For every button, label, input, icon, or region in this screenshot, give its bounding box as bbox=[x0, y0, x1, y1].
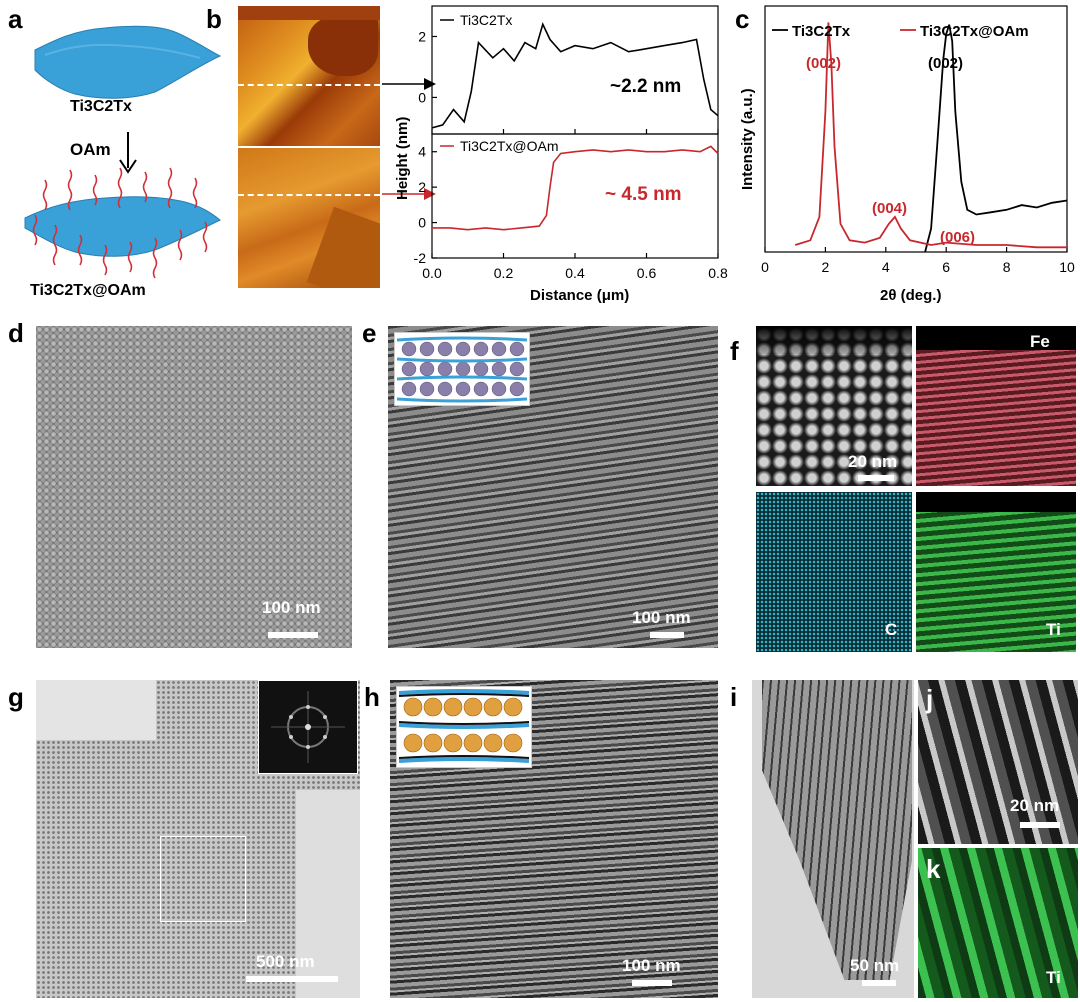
y-tick-label: 0 bbox=[418, 215, 426, 231]
c-xlabel: 2θ (deg.) bbox=[880, 287, 941, 304]
fft-inset-g bbox=[258, 680, 358, 774]
panel-letter-k: k bbox=[926, 854, 941, 884]
scalebar-label-j: 20 nm bbox=[1010, 796, 1060, 815]
panel-a-top-label: Ti3C2Tx bbox=[70, 98, 132, 115]
tem-image-i bbox=[752, 680, 914, 998]
scalebar-bar-j bbox=[1020, 822, 1060, 828]
x-tick-label: 4 bbox=[882, 259, 890, 275]
x-tick-label: 0.8 bbox=[708, 265, 728, 281]
y-tick-label: 0 bbox=[418, 89, 426, 105]
scalebar-label-g: 500 nm bbox=[256, 952, 315, 971]
scalebar-bar-f bbox=[858, 475, 894, 481]
c-ylabel: Intensity (a.u.) bbox=[739, 88, 756, 190]
xrd-pattern-chart: 0 2 4 6 8 10 Ti3C2Tx Ti3C2Tx@OAm (002) (002) … bbox=[739, 5, 1075, 304]
element-label-c: C bbox=[885, 620, 898, 639]
element-label-k-ti: Ti bbox=[1046, 968, 1061, 987]
panel-letter-j: j bbox=[926, 684, 934, 714]
eds-map-k bbox=[918, 848, 1078, 998]
mxene-sheet-bottom bbox=[24, 196, 221, 257]
y-tick-label: 2 bbox=[418, 179, 426, 195]
x-tick-label: 10 bbox=[1059, 259, 1075, 275]
panel-a-arrow-label: OAm bbox=[70, 140, 111, 159]
c-peak-black-002: (002) bbox=[928, 55, 963, 72]
c-peak-red-002: (002) bbox=[806, 55, 841, 72]
y-tick-label: 4 bbox=[418, 144, 426, 160]
tem-image-g bbox=[36, 680, 360, 998]
xrd-ti3c2tx-oam bbox=[794, 22, 1067, 249]
scalebar-bar-g bbox=[246, 976, 338, 982]
panel-letter-h: h bbox=[364, 682, 380, 712]
scalebar-label-h: 100 nm bbox=[622, 956, 681, 975]
eds-map-fe bbox=[916, 326, 1076, 486]
panel-letter-i: i bbox=[730, 682, 738, 712]
xrd-ti3c2tx bbox=[924, 24, 1068, 253]
panel-letter-f: f bbox=[730, 336, 739, 366]
x-tick-label: 0.6 bbox=[637, 265, 657, 281]
c-legend-ti3c2tx: Ti3C2Tx bbox=[792, 23, 851, 40]
scalebar-label-f: 20 nm bbox=[848, 452, 898, 471]
tem-image-d bbox=[36, 326, 352, 648]
b-legend-ti3c2tx-oam: Ti3C2Tx@OAm bbox=[460, 138, 558, 154]
x-tick-label: 8 bbox=[1003, 259, 1011, 275]
scalebar-bar-e bbox=[650, 632, 684, 638]
scalebar-label-i: 50 nm bbox=[850, 956, 900, 975]
x-tick-label: 0.4 bbox=[565, 265, 585, 281]
x-tick-label: 0 bbox=[761, 259, 769, 275]
scalebar-bar-d bbox=[268, 632, 318, 638]
mxene-sheet-top bbox=[34, 25, 222, 99]
x-tick-label: 0.2 bbox=[494, 265, 514, 281]
c-peak-red-006: (006) bbox=[940, 229, 975, 246]
x-tick-label: 0.0 bbox=[422, 265, 442, 281]
afm-image-top bbox=[238, 6, 380, 146]
oam-chains bbox=[32, 167, 208, 279]
haadf-image-f bbox=[756, 326, 912, 486]
panel-a-schematic bbox=[24, 25, 222, 279]
selection-box-g bbox=[160, 836, 246, 922]
c-legend-ti3c2tx-oam: Ti3C2Tx@OAm bbox=[920, 23, 1029, 40]
y-tick-label: 2 bbox=[418, 28, 426, 44]
scalebar-bar-h bbox=[632, 980, 672, 986]
element-label-ti: Ti bbox=[1046, 620, 1061, 639]
eds-map-ti bbox=[916, 492, 1076, 652]
b-annotation-top: ~2.2 nm bbox=[610, 76, 681, 97]
scalebar-bar-i bbox=[862, 980, 896, 986]
panel-letter-b: b bbox=[206, 4, 222, 34]
haadf-image-j bbox=[918, 680, 1078, 844]
x-tick-label: 6 bbox=[942, 259, 950, 275]
afm-image-bottom bbox=[238, 148, 380, 288]
b-annotation-bottom: ~ 4.5 nm bbox=[605, 184, 682, 205]
element-label-fe: Fe bbox=[1030, 332, 1050, 351]
panel-letter-a: a bbox=[8, 4, 23, 34]
afm-height-profile-chart: 0 2 0.0 0.2 0.4 0.6 0.8 -2 0 2 4 Ti3C2Tx Ti3C2Tx@… bbox=[382, 5, 728, 304]
b-ylabel: Height (nm) bbox=[394, 117, 411, 200]
panel-letter-g: g bbox=[8, 682, 24, 712]
c-peak-red-004: (004) bbox=[872, 200, 907, 217]
schematic-inset-h bbox=[396, 686, 532, 768]
eds-map-c bbox=[756, 492, 912, 652]
x-tick-label: 2 bbox=[822, 259, 830, 275]
b-xlabel: Distance (μm) bbox=[530, 287, 629, 304]
schematic-inset-e bbox=[394, 332, 530, 406]
b-legend-ti3c2tx: Ti3C2Tx bbox=[460, 12, 512, 28]
panel-letter-d: d bbox=[8, 318, 24, 348]
panel-a-bottom-label: Ti3C2Tx@OAm bbox=[30, 282, 146, 299]
height-profile-ti3c2tx-oam bbox=[432, 145, 719, 231]
y-tick-label: -2 bbox=[414, 250, 427, 266]
scalebar-label-d: 100 nm bbox=[262, 598, 321, 617]
scalebar-label-e: 100 nm bbox=[632, 608, 691, 627]
height-profile-ti3c2tx bbox=[431, 22, 719, 129]
panel-letter-e: e bbox=[362, 318, 377, 348]
panel-letter-c: c bbox=[735, 4, 750, 34]
